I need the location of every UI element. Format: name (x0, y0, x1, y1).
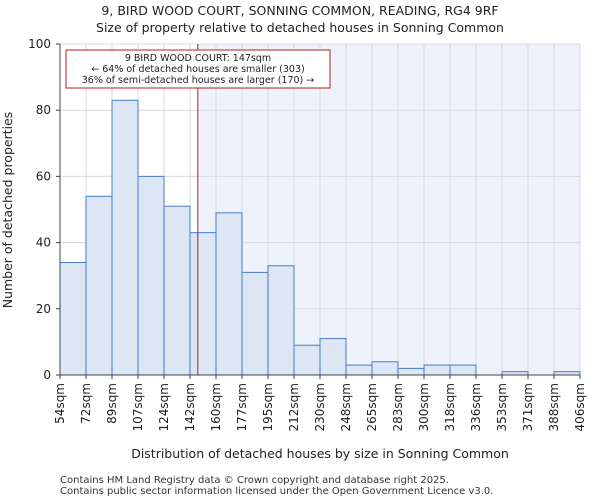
bar (293, 344, 321, 376)
bar (241, 271, 269, 376)
y-tick-label: 100 (28, 37, 51, 51)
bar (215, 212, 243, 376)
x-tick-label: 336sqm (469, 383, 483, 431)
y-tick-label: 60 (36, 169, 51, 183)
footer-line-1: Contains HM Land Registry data © Crown c… (60, 475, 449, 486)
x-tick-label: 72sqm (79, 383, 93, 424)
bar (319, 338, 347, 376)
annotation-box (65, 49, 331, 89)
y-tick-label: 0 (43, 368, 51, 382)
y-tick-label: 80 (36, 103, 51, 117)
bar (371, 361, 399, 376)
x-tick-label: 195sqm (261, 383, 275, 431)
bar (59, 261, 87, 376)
x-tick-label: 124sqm (157, 383, 171, 431)
x-tick-label: 107sqm (131, 383, 145, 431)
annotation-text-line: 36% of semi-detached houses are larger (… (82, 75, 315, 86)
x-tick-label: 89sqm (105, 383, 119, 424)
y-tick-label: 40 (36, 236, 51, 250)
x-tick-label: 353sqm (495, 383, 509, 431)
x-tick-label: 300sqm (417, 383, 431, 431)
y-tick-label: 20 (36, 302, 51, 316)
x-tick-label: 406sqm (573, 383, 587, 431)
y-axis-label: Number of detached properties (0, 112, 15, 309)
x-tick-label: 230sqm (313, 383, 327, 431)
chart-subtitle: Size of property relative to detached ho… (96, 20, 504, 35)
bar (163, 205, 191, 376)
bar (423, 364, 451, 376)
x-tick-label: 265sqm (365, 383, 379, 431)
x-tick-label: 142sqm (183, 383, 197, 431)
chart-title: 9, BIRD WOOD COURT, SONNING COMMON, READ… (101, 3, 498, 18)
bar (137, 175, 165, 376)
bar (85, 195, 113, 376)
x-tick-label: 177sqm (235, 383, 249, 431)
bar (345, 364, 373, 376)
bar (449, 364, 477, 376)
x-tick-label: 212sqm (287, 383, 301, 431)
x-tick-label: 160sqm (209, 383, 223, 431)
x-tick-label: 388sqm (547, 383, 561, 431)
bar (267, 265, 295, 376)
bar (397, 367, 425, 376)
plot-area: 0 20 40 60 80 100 54sqm 72sqm 89sqm 107sqm 124sqm 1… (28, 37, 587, 431)
x-tick-label: 318sqm (443, 383, 457, 431)
bar (111, 99, 139, 376)
x-tick-label: 283sqm (391, 383, 405, 431)
x-tick-label: 54sqm (53, 383, 67, 424)
x-tick-label: 248sqm (339, 383, 353, 431)
bar (189, 232, 217, 376)
x-axis-label: Distribution of detached houses by size … (131, 446, 509, 461)
x-tick-label: 371sqm (521, 383, 535, 431)
annotation-text-line: 9 BIRD WOOD COURT: 147sqm (125, 53, 271, 64)
annotation-text-line: ← 64% of detached houses are smaller (30… (91, 64, 304, 75)
footer-line-2: Contains public sector information licen… (60, 486, 493, 497)
